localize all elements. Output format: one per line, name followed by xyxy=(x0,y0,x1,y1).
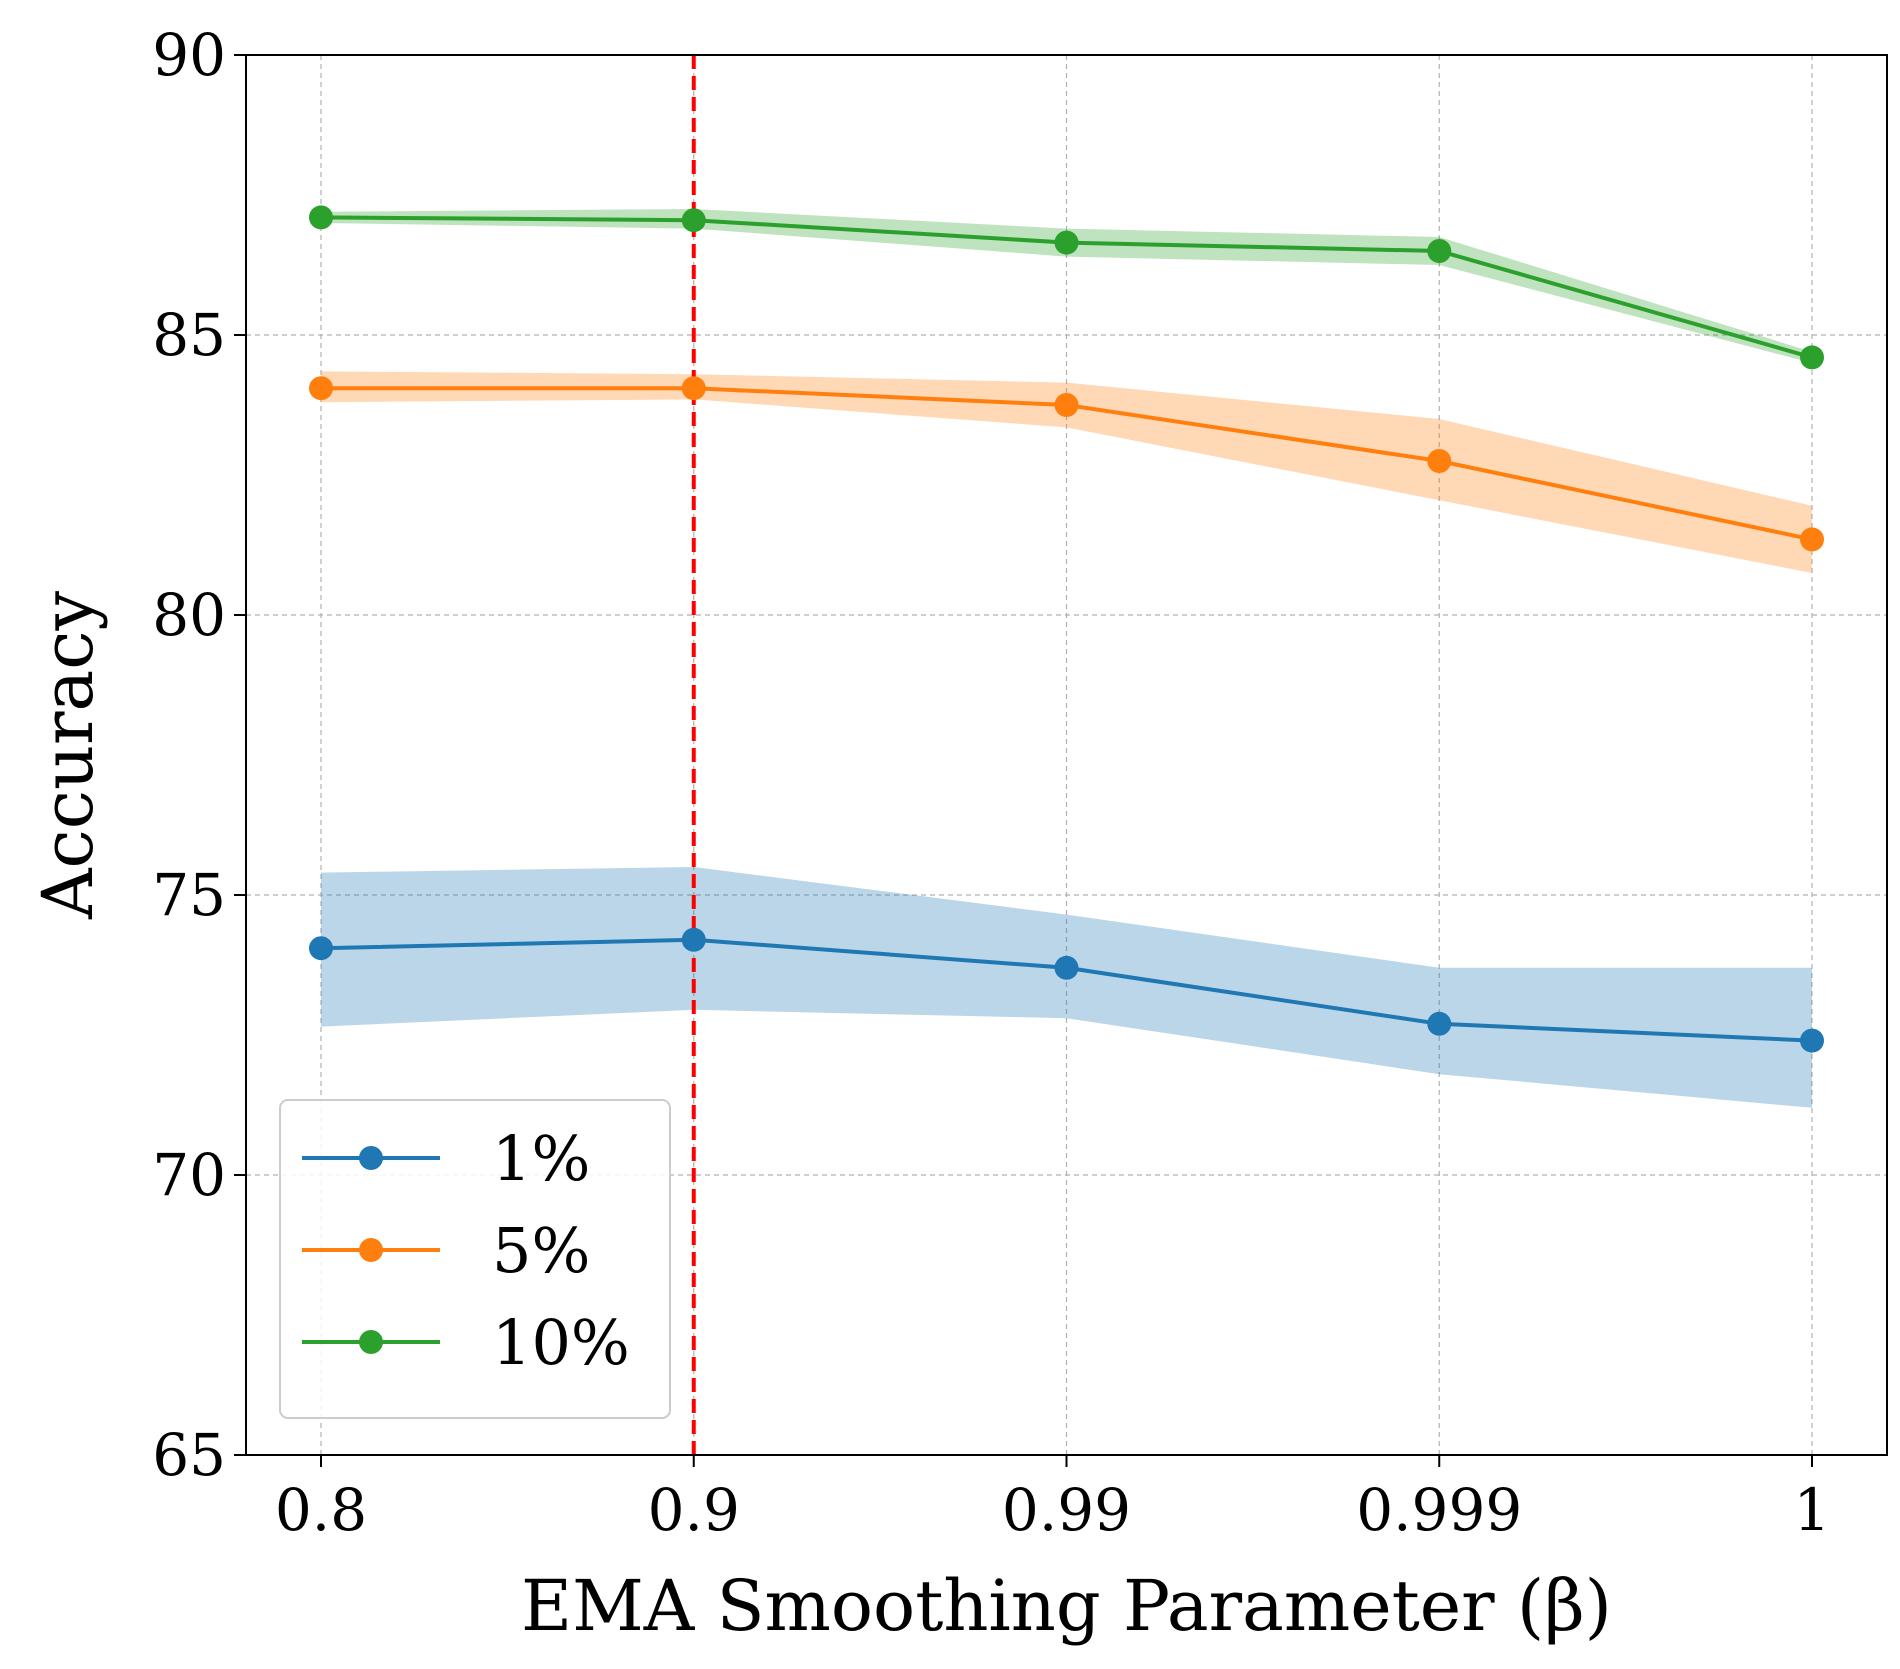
data-point-10pct xyxy=(1054,230,1079,255)
data-point-5pct xyxy=(681,376,706,401)
legend-label: 5% xyxy=(492,1214,590,1287)
legend-marker xyxy=(359,1146,383,1170)
data-point-10pct xyxy=(1800,345,1824,370)
x-tick-label: 0.99 xyxy=(1002,1476,1131,1544)
band-5pct xyxy=(321,371,1812,573)
legend-marker xyxy=(359,1330,383,1354)
data-point-1pct xyxy=(309,936,333,961)
series-lines xyxy=(309,205,1824,1053)
series-10pct xyxy=(309,205,1824,370)
y-tick-label: 75 xyxy=(152,861,226,929)
y-tick-label: 90 xyxy=(152,21,226,89)
y-tick-label: 65 xyxy=(152,1421,226,1489)
legend-item-5pct: 5% xyxy=(302,1214,590,1287)
x-axis-ticks: 0.8 0.9 0.99 0.999 1 xyxy=(275,1455,1831,1544)
legend-item-10pct: 10% xyxy=(302,1306,630,1379)
series-1pct xyxy=(309,927,1824,1053)
y-tick-label: 70 xyxy=(152,1141,226,1209)
legend-label: 10% xyxy=(492,1306,630,1379)
data-point-10pct xyxy=(309,205,333,230)
y-tick-label: 80 xyxy=(152,581,226,649)
data-point-5pct xyxy=(309,376,333,401)
x-tick-label: 0.9 xyxy=(648,1476,740,1544)
y-tick-label: 85 xyxy=(152,301,226,369)
y-axis-label: Accuracy xyxy=(27,591,109,920)
x-tick-label: 1 xyxy=(1794,1476,1831,1544)
data-point-10pct xyxy=(681,208,706,233)
data-point-1pct xyxy=(1427,1011,1452,1036)
data-point-1pct xyxy=(681,927,706,952)
data-point-5pct xyxy=(1054,393,1079,417)
y-axis-ticks: 65 70 75 80 85 90 xyxy=(152,21,246,1489)
legend-marker xyxy=(359,1238,383,1262)
legend: 1% 5% 10% xyxy=(279,1099,671,1419)
data-point-5pct xyxy=(1427,449,1452,473)
series-5pct xyxy=(309,376,1824,552)
data-point-10pct xyxy=(1427,239,1452,263)
legend-item-1pct: 1% xyxy=(302,1122,590,1195)
x-axis-label: EMA Smoothing Parameter (β) xyxy=(521,1565,1612,1647)
data-point-5pct xyxy=(1800,527,1824,552)
data-point-1pct xyxy=(1054,955,1079,980)
x-tick-label: 0.8 xyxy=(275,1476,367,1544)
data-point-1pct xyxy=(1800,1028,1824,1053)
x-tick-label: 0.999 xyxy=(1356,1476,1522,1544)
legend-label: 1% xyxy=(492,1122,590,1195)
